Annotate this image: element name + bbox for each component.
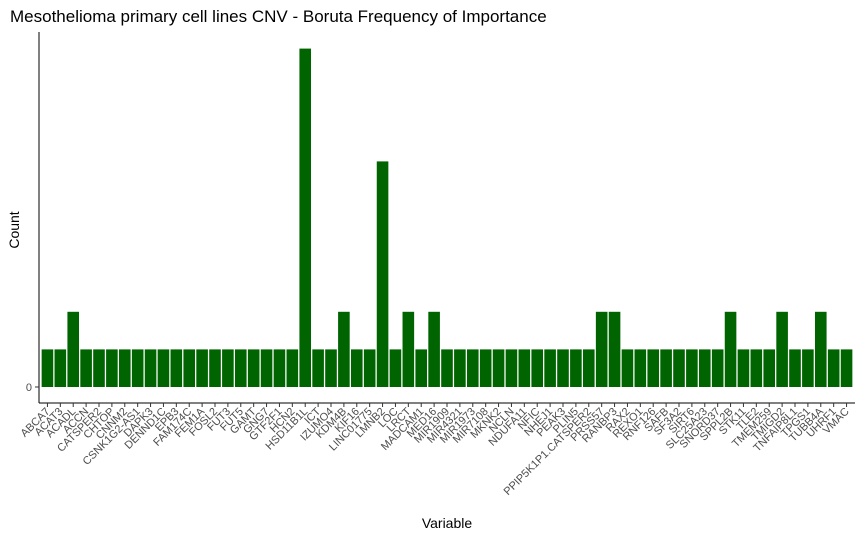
bar-dapk3 xyxy=(144,349,157,387)
bar-vmac xyxy=(840,349,853,387)
bar-tmigd2 xyxy=(776,311,788,387)
bar-hsd11b1l xyxy=(299,48,312,387)
bar-ppip5k1p1-catsper2 xyxy=(582,349,595,387)
bar-epb3 xyxy=(170,349,183,387)
bar-sppl2b xyxy=(724,311,737,387)
bar-tmem259 xyxy=(763,349,776,387)
bar-tubb4a xyxy=(814,311,827,387)
bar-med16 xyxy=(428,311,440,387)
bar-snord37 xyxy=(711,349,724,387)
y-ticks-group: 0 xyxy=(26,382,39,394)
bar-csnk1g2-as1 xyxy=(131,349,144,387)
x-ticks-group: ABCA7ACAT3ACADLACCNCATSPER2CHTOPCNNM2CSN… xyxy=(19,403,852,498)
bar-fut3 xyxy=(222,349,234,387)
bar-gamt xyxy=(247,349,260,387)
bar-tnfaip8l1 xyxy=(789,349,801,387)
bar-linc01775 xyxy=(363,349,376,387)
bar-peak3 xyxy=(557,349,569,387)
bar-gtf2f1 xyxy=(273,349,286,387)
bar-kdm4b xyxy=(338,311,350,387)
bar-plin5 xyxy=(570,349,582,387)
bar-rexo1 xyxy=(634,349,647,387)
bar-lmnb2 xyxy=(376,161,389,387)
bar-catsper2 xyxy=(93,349,105,387)
bar-mir1909 xyxy=(441,349,453,387)
bars-group xyxy=(41,48,853,387)
bar-izumo4 xyxy=(325,349,337,387)
bar-nhej1 xyxy=(544,349,556,387)
bar-stk11 xyxy=(737,349,750,387)
bar-rax2 xyxy=(621,349,634,387)
chart-title: Mesothelioma primary cell lines CNV - Bo… xyxy=(10,7,547,26)
bar-madcam1 xyxy=(415,349,428,387)
bar-chtop xyxy=(106,349,118,387)
bar-fut5 xyxy=(234,349,247,387)
bar-loc xyxy=(389,349,402,387)
bar-dennd1c xyxy=(157,349,170,387)
bar-mir4321 xyxy=(454,349,466,387)
bar-prss57 xyxy=(595,311,608,387)
y-tick-label: 0 xyxy=(26,382,32,394)
bar-kif16 xyxy=(350,349,363,387)
bar-mknk2 xyxy=(492,349,505,387)
bar-ncln xyxy=(505,349,518,387)
bar-tpgs1 xyxy=(802,349,814,387)
bar-safb xyxy=(660,349,672,387)
bar-cnnm2 xyxy=(118,349,131,387)
bar-fam174c xyxy=(183,349,196,387)
bar-lrct xyxy=(402,311,415,387)
bar-ndufa11 xyxy=(518,349,531,387)
bar-tle2 xyxy=(750,349,763,387)
bar-acat3 xyxy=(54,349,67,387)
bar-sf3a2 xyxy=(673,349,685,387)
bar-uhrf1 xyxy=(827,349,840,387)
bar-slc25a23 xyxy=(698,349,711,387)
bar-ict xyxy=(312,349,324,387)
bar-mir1973 xyxy=(466,349,479,387)
bar-gng7 xyxy=(260,349,273,387)
bar-mir7108 xyxy=(479,349,492,387)
bar-abca7 xyxy=(41,349,54,387)
bar-fem1a xyxy=(196,349,208,387)
bar-acadl xyxy=(67,311,80,387)
bar-sirt6 xyxy=(686,349,698,387)
bar-hcn2 xyxy=(286,349,299,387)
bar-nfic xyxy=(531,349,544,387)
y-axis-title: Count xyxy=(6,211,22,248)
bar-ranbp3 xyxy=(608,311,621,387)
bar-fosl2 xyxy=(209,349,221,387)
bar-accn xyxy=(80,349,92,387)
bar-rnf126 xyxy=(647,349,660,387)
x-axis-title: Variable xyxy=(422,515,473,531)
